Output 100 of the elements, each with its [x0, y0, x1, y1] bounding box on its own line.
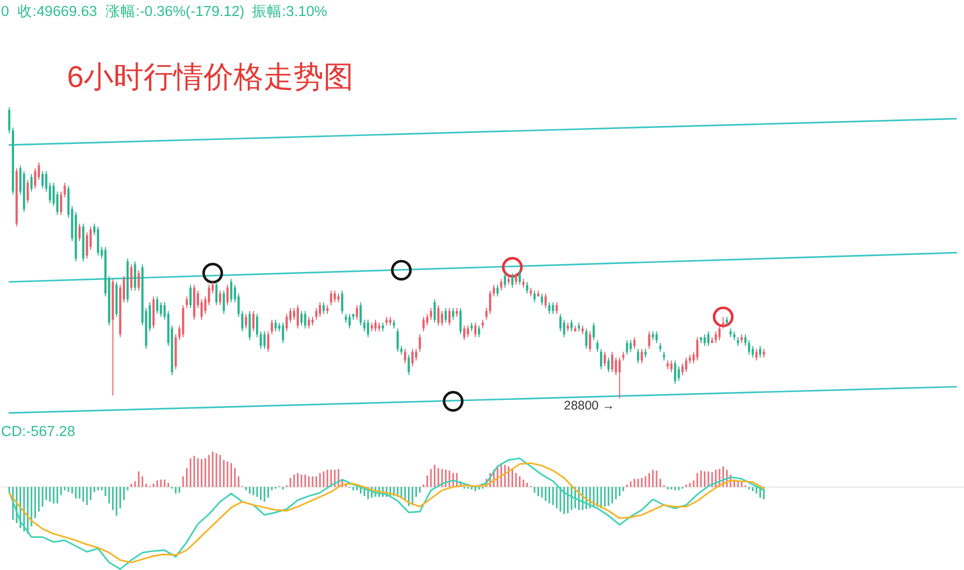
candlestick — [356, 304, 358, 320]
candlestick — [304, 310, 306, 329]
point — [202, 262, 224, 284]
candlestick — [685, 357, 688, 373]
candlestick — [489, 290, 492, 314]
candlestick — [500, 278, 502, 292]
candlestick — [552, 302, 554, 314]
candlestick — [330, 290, 332, 306]
candlestick — [604, 351, 606, 367]
text: 振幅:3.10% — [252, 3, 328, 20]
candlestick — [674, 360, 676, 384]
candlestick — [511, 272, 514, 288]
candlestick — [134, 260, 136, 292]
candlestick — [248, 310, 251, 341]
candlestick — [26, 179, 29, 204]
candlestick — [396, 328, 399, 352]
candlestick — [130, 264, 132, 292]
candlestick — [563, 319, 566, 338]
candlestick — [630, 340, 632, 352]
candlestick — [160, 302, 162, 318]
candlestick — [474, 322, 476, 338]
candlestick — [360, 302, 362, 326]
candlestick — [296, 304, 299, 329]
text: 0 — [1, 4, 10, 20]
candlestick — [64, 182, 66, 198]
candlestick — [363, 319, 366, 332]
candlestick — [607, 357, 610, 373]
candlestick — [596, 340, 599, 352]
candlestick — [96, 226, 100, 256]
candlestick — [322, 302, 325, 314]
candlestick — [318, 302, 322, 318]
candlestick — [496, 284, 499, 297]
candlestick — [252, 310, 254, 332]
text: 涨幅:-0.36%(-179.12) — [106, 3, 245, 20]
point — [390, 260, 412, 281]
candlestick — [156, 296, 158, 314]
candlestick — [267, 330, 270, 352]
candlestick — [308, 316, 310, 329]
candlestick — [585, 328, 588, 350]
candlestick — [540, 293, 544, 306]
candlestick — [626, 340, 628, 356]
candlestick — [504, 272, 506, 288]
candlestick — [415, 348, 418, 362]
chart-title: 6小时行情价格走势图 — [67, 61, 354, 94]
candlestick — [444, 308, 447, 324]
candlestick — [34, 168, 36, 190]
candlestick — [600, 348, 602, 370]
candlestick — [282, 322, 284, 344]
candlestick — [430, 308, 432, 320]
candlestick — [570, 319, 573, 332]
candlestick — [463, 325, 466, 341]
candlestick — [452, 308, 454, 320]
candlestick — [588, 330, 592, 352]
candlestick — [648, 330, 650, 350]
candlestick — [548, 302, 550, 314]
candlestick — [334, 290, 336, 303]
candlestick — [418, 334, 421, 352]
candlestick — [256, 313, 258, 338]
candlestick — [759, 345, 762, 358]
candlestick — [286, 313, 288, 332]
candlestick — [315, 308, 318, 320]
candlestick — [696, 336, 698, 362]
candlestick — [459, 308, 462, 335]
candlestick — [556, 302, 558, 314]
candlestick — [274, 319, 277, 332]
annotation: 28800 → — [564, 398, 615, 412]
candlestick — [422, 316, 425, 332]
candlestick — [230, 278, 232, 303]
candlestick — [186, 296, 188, 309]
candlestick — [189, 284, 192, 309]
candlestick — [426, 313, 428, 326]
candlestick — [678, 366, 680, 382]
candlestick — [241, 310, 244, 332]
candlestick — [374, 319, 377, 332]
point — [442, 390, 464, 412]
candlestick — [219, 290, 222, 306]
candlestick — [466, 325, 470, 338]
candlestick — [215, 281, 218, 306]
point — [712, 306, 734, 328]
candlestick — [222, 290, 225, 314]
candlestick — [270, 319, 273, 335]
text: 收:49669.63 — [18, 4, 98, 20]
candlestick — [408, 354, 410, 376]
candlestick — [533, 290, 536, 303]
candlestick — [752, 345, 754, 358]
candlestick — [633, 336, 636, 350]
candlestick — [478, 325, 480, 338]
candlestick — [8, 106, 10, 134]
candlestick — [341, 290, 344, 314]
candlestick — [366, 319, 370, 338]
candlestick — [60, 191, 62, 216]
candlestick — [670, 360, 672, 373]
candlestick — [260, 330, 262, 350]
candlestick — [485, 308, 488, 320]
candlestick — [744, 334, 746, 346]
candlestick — [138, 270, 140, 292]
candlestick — [722, 316, 724, 329]
candlestick — [714, 330, 717, 344]
candlestick — [518, 270, 521, 286]
point — [502, 256, 523, 278]
